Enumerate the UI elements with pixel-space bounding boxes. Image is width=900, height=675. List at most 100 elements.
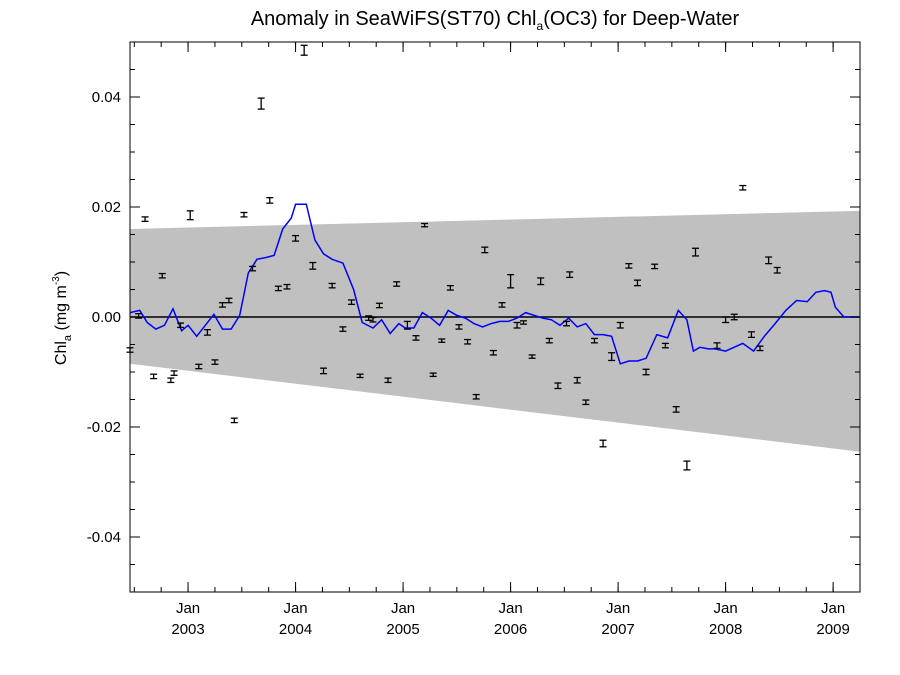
ylabel-superscript: -3 [51, 276, 62, 285]
error-bar-point [384, 377, 392, 384]
error-bar-point [722, 316, 730, 324]
error-bar-point [455, 324, 463, 330]
error-bar-point [203, 328, 211, 336]
error-bar-point [747, 331, 755, 339]
error-bar-point [489, 349, 497, 356]
error-bar-point [292, 234, 300, 242]
error-bar-point [566, 271, 574, 279]
x-tick-year-label: 2005 [386, 621, 419, 638]
error-bar-point [573, 376, 581, 384]
error-bar-point [608, 352, 616, 362]
error-bar-point [472, 393, 480, 400]
error-bar-point [320, 367, 328, 375]
error-bar-point [507, 273, 515, 289]
axes-layer: -0.04 -0.02 0.00 0.02 0.04 Jan 2003 Jan 2004 Jan 2… [87, 41, 861, 638]
error-bar-point [633, 279, 641, 287]
x-tick-year-label: 2007 [601, 621, 634, 638]
y-axis-title-text: Chla (mg m-3) [51, 271, 74, 365]
error-bar-point [730, 313, 738, 321]
title-rest: (OC3) for Deep-Water [543, 8, 740, 30]
error-bar-point [599, 439, 607, 448]
error-bar-point [257, 97, 265, 110]
smooth-line-layer [129, 203, 860, 365]
ylabel-main: Chl [53, 341, 70, 365]
confidence-band [130, 210, 860, 452]
error-bar-point [300, 44, 308, 56]
error-bar-point [356, 373, 364, 379]
error-bar-point [150, 373, 158, 380]
error-bar-point [562, 320, 570, 327]
error-bar-point [266, 196, 274, 204]
x-tick-month-label: Jan [498, 600, 522, 617]
error-bar-point [283, 283, 291, 290]
error-bar-point [218, 302, 226, 308]
x-tick-month-label: Jan [714, 600, 738, 617]
error-bar-point [249, 265, 257, 272]
title-subscript: a [536, 19, 544, 33]
error-bar-point [309, 261, 317, 270]
x-tick-month-label: Jan [821, 600, 845, 617]
error-bar-point [375, 302, 383, 309]
error-bar-point [513, 321, 521, 329]
x-tick-year-label: 2008 [709, 621, 742, 638]
error-bar-point [537, 277, 545, 286]
error-bar-point [158, 272, 166, 279]
y-tick-label: -0.02 [87, 419, 121, 436]
error-bar-point [464, 338, 472, 345]
error-bar-point [177, 322, 185, 329]
chart-title: Anomaly in SeaWiFS(ST70) Chla(OC3) for D… [130, 8, 860, 33]
error-bar-point [528, 354, 536, 359]
error-bar-point [240, 211, 248, 218]
error-bar-point [756, 345, 764, 352]
error-bar-point [412, 335, 420, 341]
error-bar-point [554, 382, 562, 390]
error-bar-point [713, 342, 721, 350]
error-bar-point [642, 368, 650, 376]
error-bar-point [481, 246, 489, 254]
error-bar-point [625, 262, 633, 269]
smooth-anomaly-line [129, 203, 860, 365]
error-bar-point [582, 399, 590, 406]
error-bar-point [421, 222, 429, 228]
x-tick-month-label: Jan [606, 600, 630, 617]
x-tick-month-label: Jan [176, 600, 200, 617]
error-bar-point [692, 247, 700, 257]
y-axis-title: Chla (mg m-3) [51, 271, 74, 365]
error-bar-point [519, 320, 527, 325]
ylabel-unit: (mg m [53, 285, 70, 335]
error-bar-point [225, 297, 233, 304]
error-bar-point [141, 216, 149, 222]
error-bar-point [429, 372, 437, 378]
x-tick-month-label: Jan [391, 600, 415, 617]
x-tick-year-label: 2004 [279, 621, 312, 638]
error-bar-point [446, 284, 454, 291]
ylabel-close: ) [53, 271, 70, 276]
error-bar-point [347, 299, 355, 306]
error-bar-point [339, 326, 347, 332]
y-tick-label: 0.00 [92, 309, 121, 326]
error-bar-point [211, 359, 219, 365]
error-bar-point [438, 338, 446, 343]
error-bar-point [739, 184, 747, 191]
error-bar-point [186, 210, 194, 221]
y-tick-label: 0.02 [92, 199, 121, 216]
error-bar-point [167, 377, 175, 384]
error-bar-point [765, 256, 773, 265]
error-bar-point [683, 460, 691, 471]
x-tick-year-label: 2009 [816, 621, 849, 638]
error-bar-point [328, 282, 336, 289]
error-bar-point [403, 320, 411, 330]
error-bar-point [195, 363, 203, 370]
error-bar-point [369, 316, 377, 323]
error-bar-point [498, 302, 506, 308]
error-bar-point [393, 281, 401, 287]
error-bar-point [365, 315, 373, 321]
x-tick-year-label: 2003 [171, 621, 204, 638]
confidence-band-layer [130, 210, 860, 452]
y-tick-label: 0.04 [92, 89, 121, 106]
error-bar-point [274, 285, 282, 292]
errorbar-layer [126, 44, 781, 471]
error-bar-point [170, 370, 178, 376]
error-bar-point [545, 337, 553, 344]
